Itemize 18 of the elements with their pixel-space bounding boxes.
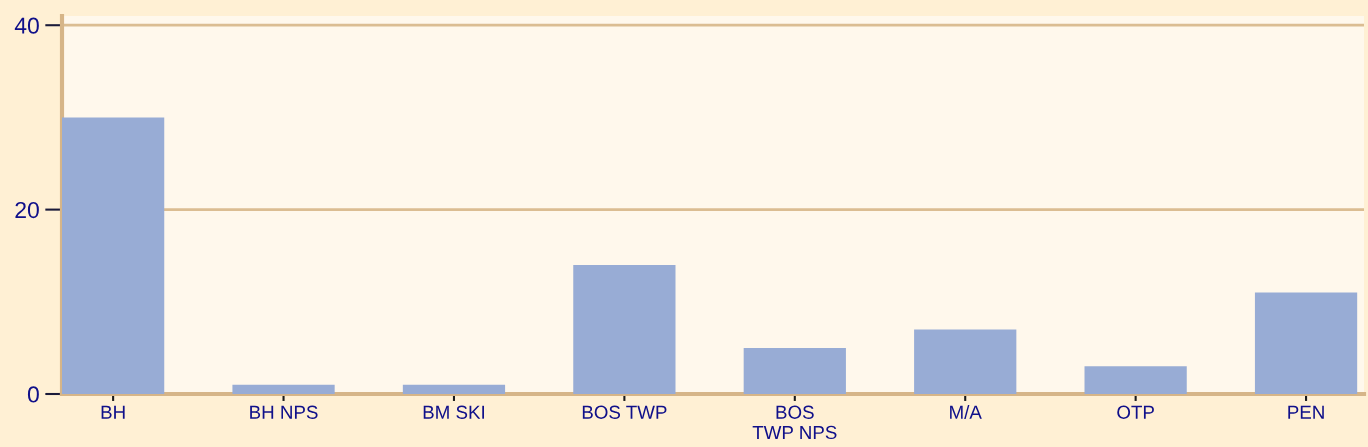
x-tick-label: M/A (950, 405, 982, 419)
y-tick-label: 20 (15, 201, 39, 219)
x-tick-label: BOS TWP NPS (752, 405, 837, 440)
y-tick-label: 0 (27, 386, 39, 403)
x-tick-label: PEN (1288, 405, 1324, 419)
bar (743, 347, 846, 394)
bar (402, 384, 506, 394)
bar (914, 329, 1017, 394)
x-tick-label: BH NPS (250, 405, 318, 419)
bar (1084, 366, 1187, 394)
x-tick-label: BOS TWP (582, 405, 667, 419)
bar (573, 264, 676, 394)
bar (1254, 292, 1358, 394)
x-tick-label: BM SKI (423, 405, 485, 419)
bar (232, 384, 335, 394)
y-tick-label: 40 (14, 17, 39, 34)
x-tick-label: OTP (1117, 405, 1154, 419)
x-tick-label: BH (101, 405, 125, 419)
